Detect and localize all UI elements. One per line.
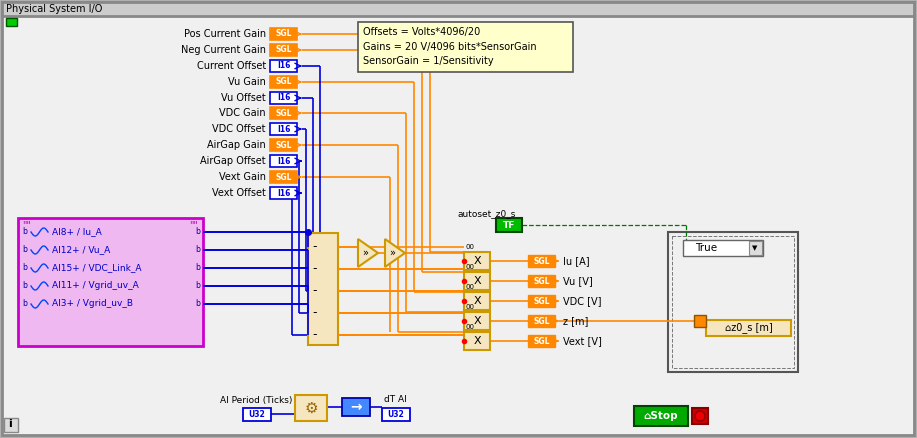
FancyBboxPatch shape [270, 76, 297, 88]
Text: Pos Current Gain: Pos Current Gain [184, 29, 266, 39]
Text: SGL: SGL [275, 29, 292, 39]
Text: "": "" [22, 220, 31, 230]
FancyBboxPatch shape [270, 123, 297, 135]
Text: 00: 00 [466, 284, 475, 290]
FancyBboxPatch shape [342, 398, 370, 416]
Text: VDC Gain: VDC Gain [219, 108, 266, 118]
Text: ▼: ▼ [752, 245, 757, 251]
FancyBboxPatch shape [694, 315, 706, 327]
Text: I16: I16 [277, 124, 290, 134]
Text: X: X [473, 256, 481, 266]
FancyBboxPatch shape [2, 2, 914, 16]
Text: Vext Offset: Vext Offset [212, 188, 266, 198]
Text: b: b [22, 246, 27, 254]
Text: I16: I16 [277, 61, 290, 71]
Text: Gains = 20 V/4096 bits*SensorGain: Gains = 20 V/4096 bits*SensorGain [363, 42, 536, 52]
FancyBboxPatch shape [528, 295, 555, 307]
Text: →: → [350, 400, 362, 414]
FancyBboxPatch shape [683, 240, 763, 256]
Text: AI15+ / VDC_Link_A: AI15+ / VDC_Link_A [52, 264, 141, 272]
Text: SGL: SGL [275, 141, 292, 149]
FancyBboxPatch shape [308, 233, 338, 345]
Text: Physical System I/O: Physical System I/O [6, 4, 103, 14]
FancyBboxPatch shape [496, 218, 522, 232]
Text: Current Offset: Current Offset [197, 61, 266, 71]
Text: z [m]: z [m] [563, 316, 589, 326]
Text: X: X [473, 336, 481, 346]
Text: AI11+ / Vgrid_uv_A: AI11+ / Vgrid_uv_A [52, 282, 138, 290]
Text: SGL: SGL [275, 109, 292, 117]
Text: SGL: SGL [275, 173, 292, 181]
Text: b: b [195, 264, 200, 272]
Text: U32: U32 [388, 410, 404, 419]
Text: AirGap Offset: AirGap Offset [201, 156, 266, 166]
Text: 00: 00 [466, 324, 475, 330]
FancyBboxPatch shape [749, 241, 762, 255]
Text: VDC [V]: VDC [V] [563, 296, 602, 306]
Text: Vext [V]: Vext [V] [563, 336, 602, 346]
FancyBboxPatch shape [464, 252, 490, 270]
Text: Offsets = Volts*4096/20: Offsets = Volts*4096/20 [363, 27, 481, 37]
Text: SGL: SGL [534, 317, 550, 325]
FancyBboxPatch shape [634, 406, 688, 426]
Text: ⌂Stop: ⌂Stop [644, 411, 679, 421]
Text: X: X [473, 276, 481, 286]
FancyBboxPatch shape [528, 315, 555, 327]
FancyBboxPatch shape [706, 320, 791, 336]
Text: AI3+ / Vgrid_uv_B: AI3+ / Vgrid_uv_B [52, 300, 133, 308]
FancyBboxPatch shape [528, 335, 555, 347]
Text: -: - [312, 285, 316, 297]
Polygon shape [385, 239, 405, 267]
Text: SensorGain = 1/Sensitivity: SensorGain = 1/Sensitivity [363, 56, 493, 66]
Text: "": "" [189, 220, 198, 230]
FancyBboxPatch shape [295, 395, 327, 421]
Text: SGL: SGL [534, 276, 550, 286]
Text: AirGap Gain: AirGap Gain [207, 140, 266, 150]
Text: -: - [312, 262, 316, 276]
FancyBboxPatch shape [270, 28, 297, 40]
FancyBboxPatch shape [270, 171, 297, 183]
Text: X: X [473, 296, 481, 306]
Text: b: b [22, 227, 27, 237]
Text: autoset_z0_s: autoset_z0_s [458, 209, 516, 219]
Text: SGL: SGL [534, 336, 550, 346]
Text: 00: 00 [466, 264, 475, 270]
Text: SGL: SGL [534, 297, 550, 305]
FancyBboxPatch shape [270, 187, 297, 199]
Text: b: b [22, 300, 27, 308]
Text: U32: U32 [249, 410, 265, 419]
Text: Vext Gain: Vext Gain [219, 172, 266, 182]
FancyBboxPatch shape [464, 292, 490, 310]
Text: SGL: SGL [275, 78, 292, 86]
Circle shape [695, 411, 705, 421]
FancyBboxPatch shape [464, 312, 490, 330]
Text: ⌂z0_s [m]: ⌂z0_s [m] [724, 322, 772, 333]
Text: TF: TF [503, 220, 515, 230]
FancyBboxPatch shape [270, 155, 297, 167]
Text: I16: I16 [277, 156, 290, 166]
Text: Vu Offset: Vu Offset [221, 93, 266, 103]
Text: SGL: SGL [275, 46, 292, 54]
FancyBboxPatch shape [358, 22, 573, 72]
Text: Vu Gain: Vu Gain [228, 77, 266, 87]
FancyBboxPatch shape [270, 107, 297, 119]
Text: i: i [8, 419, 12, 429]
FancyBboxPatch shape [528, 275, 555, 287]
FancyBboxPatch shape [270, 60, 297, 72]
Text: AI Period (Ticks): AI Period (Ticks) [220, 396, 293, 405]
Text: b: b [195, 246, 200, 254]
Text: -: - [312, 307, 316, 319]
Text: I16: I16 [277, 93, 290, 102]
Text: »: » [362, 248, 368, 258]
Text: Iu [A]: Iu [A] [563, 256, 590, 266]
FancyBboxPatch shape [4, 418, 18, 432]
Text: 00: 00 [466, 304, 475, 310]
Text: b: b [195, 282, 200, 290]
Text: X: X [473, 316, 481, 326]
Text: b: b [195, 300, 200, 308]
Text: I16: I16 [277, 188, 290, 198]
FancyBboxPatch shape [382, 408, 410, 421]
Text: »: » [389, 248, 395, 258]
FancyBboxPatch shape [270, 92, 297, 104]
